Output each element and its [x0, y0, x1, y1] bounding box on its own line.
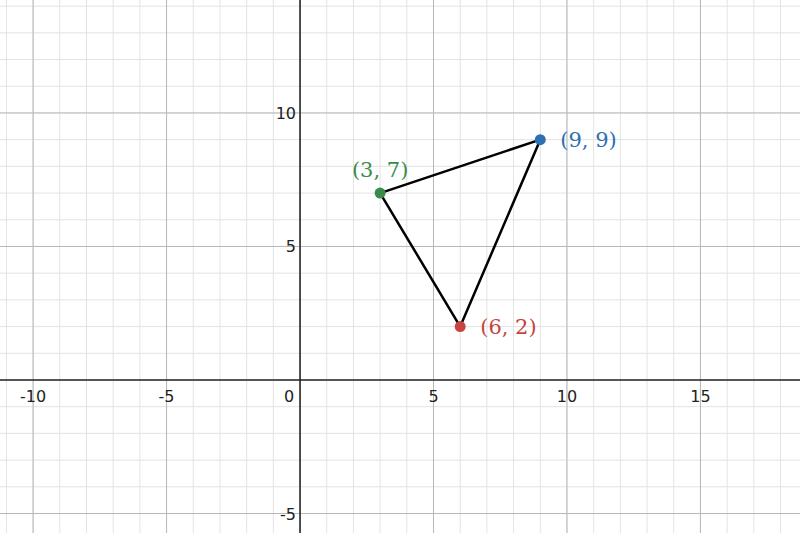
point-label: (6, 2) — [480, 315, 536, 339]
minor-grid-line — [620, 0, 621, 533]
minor-grid-line — [139, 0, 140, 533]
minor-grid-line — [166, 0, 167, 533]
minor-grid-line — [593, 0, 594, 533]
grid — [0, 0, 800, 533]
y-tick-label: 10 — [276, 104, 296, 123]
x-tick-label: 15 — [690, 387, 710, 406]
point-label: (3, 7) — [352, 158, 408, 182]
point — [375, 188, 386, 199]
minor-grid-line — [540, 0, 541, 533]
minor-grid-line — [566, 0, 567, 533]
minor-grid-line — [513, 0, 514, 533]
major-grid-line — [166, 0, 167, 533]
minor-grid-line — [33, 0, 34, 533]
minor-grid-line — [300, 0, 301, 533]
x-tick-label: 5 — [428, 387, 438, 406]
minor-grid-line — [0, 6, 800, 7]
major-grid-line — [700, 0, 701, 533]
minor-grid-line — [433, 0, 434, 533]
minor-grid-line — [0, 246, 800, 247]
x-tick-label: 10 — [557, 387, 577, 406]
minor-grid-line — [0, 326, 800, 327]
minor-grid-line — [673, 0, 674, 533]
minor-grid-line — [59, 0, 60, 533]
y-tick-label: -5 — [280, 505, 296, 524]
minor-grid-line — [0, 219, 800, 220]
minor-grid-line — [0, 486, 800, 487]
minor-grid-line — [0, 460, 800, 461]
point — [455, 321, 466, 332]
minor-grid-line — [6, 0, 7, 533]
major-grid-line — [0, 246, 800, 247]
major-grid-line — [433, 0, 434, 533]
x-tick-label: 0 — [284, 387, 294, 406]
minor-grid-line — [0, 59, 800, 60]
x-tick-label: -5 — [159, 387, 175, 406]
minor-grid-line — [193, 0, 194, 533]
minor-grid-line — [246, 0, 247, 533]
point-label: (9, 9) — [560, 128, 616, 152]
x-axis — [0, 379, 800, 381]
y-tick-label: 5 — [286, 237, 296, 256]
minor-grid-line — [647, 0, 648, 533]
minor-grid-line — [353, 0, 354, 533]
minor-grid-line — [0, 139, 800, 140]
minor-grid-line — [700, 0, 701, 533]
minor-grid-line — [273, 0, 274, 533]
minor-grid-line — [0, 406, 800, 407]
minor-grid-line — [219, 0, 220, 533]
minor-grid-line — [727, 0, 728, 533]
minor-grid-line — [406, 0, 407, 533]
minor-grid-line — [0, 353, 800, 354]
plot: -10 -5 0 5 10 15 -5 5 10 (3, 7) (9, 9) (6, 2) — [0, 0, 800, 533]
minor-grid-line — [380, 0, 381, 533]
minor-grid-line — [113, 0, 114, 533]
minor-grid-line — [0, 513, 800, 514]
major-grid-line — [0, 513, 800, 514]
point — [535, 134, 546, 145]
minor-grid-line — [753, 0, 754, 533]
minor-grid-line — [0, 273, 800, 274]
minor-grid-line — [0, 32, 800, 33]
minor-grid-line — [0, 299, 800, 300]
minor-grid-line — [86, 0, 87, 533]
major-grid-line — [33, 0, 34, 533]
x-tick-label: -10 — [20, 387, 46, 406]
chart-container: -10 -5 0 5 10 15 -5 5 10 (3, 7) (9, 9) (6, 2) — [0, 0, 800, 533]
minor-grid-line — [780, 0, 781, 533]
major-grid-line — [566, 0, 567, 533]
minor-grid-line — [0, 112, 800, 113]
minor-grid-line — [0, 193, 800, 194]
y-axis — [299, 0, 301, 533]
minor-grid-line — [0, 379, 800, 380]
minor-grid-line — [460, 0, 461, 533]
minor-grid-line — [0, 433, 800, 434]
minor-grid-line — [326, 0, 327, 533]
minor-grid-line — [0, 86, 800, 87]
major-grid-line — [0, 112, 800, 113]
major-grid-line — [300, 0, 301, 533]
